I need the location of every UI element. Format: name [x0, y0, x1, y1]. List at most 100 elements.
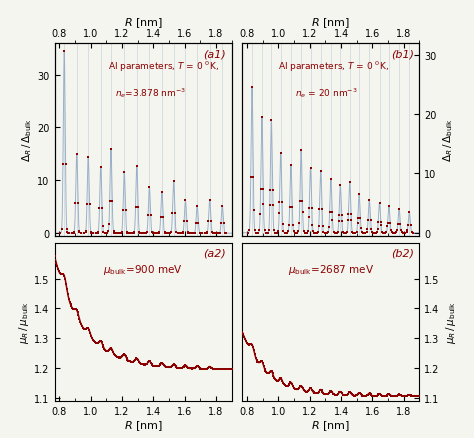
Point	[117, 230, 125, 237]
Point	[410, 230, 417, 237]
Point	[106, 198, 113, 205]
Point	[121, 351, 128, 358]
Point	[291, 230, 299, 237]
Point	[211, 230, 219, 237]
Point	[84, 154, 92, 161]
Point	[403, 227, 411, 234]
Point	[163, 230, 171, 237]
Point	[283, 382, 291, 389]
Point	[143, 360, 151, 367]
Point	[347, 217, 355, 224]
Point	[94, 230, 101, 237]
Point	[323, 230, 331, 237]
Point	[411, 393, 419, 400]
Point	[391, 230, 399, 237]
Point	[307, 385, 315, 392]
Point	[245, 341, 252, 348]
Point	[244, 230, 252, 237]
Point	[96, 205, 103, 212]
Point	[196, 365, 203, 372]
Point	[168, 362, 176, 369]
Point	[130, 229, 138, 236]
Point	[416, 393, 423, 400]
Point	[343, 229, 351, 236]
Point	[350, 230, 357, 237]
Point	[408, 230, 416, 237]
Point	[319, 229, 327, 236]
Point	[85, 327, 93, 334]
Point	[119, 207, 127, 214]
Point	[117, 230, 124, 237]
Point	[186, 230, 194, 237]
Point	[281, 382, 289, 389]
Point	[164, 364, 172, 371]
Point	[99, 223, 107, 230]
Point	[120, 170, 128, 177]
Point	[303, 230, 310, 237]
Point	[390, 393, 397, 400]
Point	[155, 363, 163, 370]
Point	[193, 203, 201, 210]
Point	[97, 338, 105, 345]
Point	[65, 295, 73, 302]
Point	[193, 363, 201, 370]
Point	[175, 230, 182, 237]
Point	[77, 230, 84, 237]
Point	[328, 388, 335, 395]
Point	[83, 325, 91, 332]
Point	[369, 230, 377, 237]
Point	[187, 365, 194, 372]
Point	[166, 364, 174, 371]
Point	[328, 389, 336, 396]
Point	[162, 230, 170, 237]
Point	[306, 385, 314, 392]
Point	[133, 162, 141, 170]
Point	[385, 391, 393, 398]
Point	[281, 230, 289, 237]
Point	[212, 366, 219, 373]
Point	[337, 389, 345, 396]
Point	[179, 230, 186, 237]
Point	[269, 187, 276, 194]
Point	[113, 230, 120, 237]
Point	[321, 230, 328, 237]
Point	[101, 230, 109, 237]
Point	[87, 229, 95, 236]
Point	[248, 341, 256, 348]
Point	[398, 230, 406, 237]
Point	[94, 229, 102, 236]
Point	[406, 391, 413, 398]
Point	[195, 220, 202, 227]
Point	[266, 368, 273, 375]
Point	[275, 199, 283, 206]
Point	[304, 229, 312, 236]
Point	[217, 366, 225, 373]
Point	[394, 221, 401, 228]
Point	[354, 392, 361, 399]
Point	[355, 389, 363, 396]
Text: (b2): (b2)	[391, 248, 414, 258]
Point	[136, 360, 144, 367]
Point	[323, 230, 331, 237]
Point	[104, 347, 112, 354]
Point	[177, 365, 185, 372]
Point	[271, 374, 278, 381]
Point	[319, 390, 327, 397]
Point	[77, 321, 85, 328]
Point	[349, 392, 356, 399]
Point	[248, 85, 256, 92]
Point	[209, 365, 217, 372]
Text: $n_e$=3.878 nm$^{-3}$: $n_e$=3.878 nm$^{-3}$	[115, 86, 186, 100]
Y-axis label: $\mu_R\,/\,\mu_\mathrm{bulk}$: $\mu_R\,/\,\mu_\mathrm{bulk}$	[18, 300, 31, 343]
Point	[142, 230, 149, 237]
Point	[293, 230, 301, 237]
Point	[359, 230, 367, 237]
Point	[282, 382, 290, 389]
Point	[400, 393, 407, 400]
Point	[59, 271, 66, 278]
Point	[161, 230, 168, 237]
Point	[252, 230, 260, 237]
Point	[61, 272, 68, 279]
Point	[154, 230, 162, 237]
Point	[260, 363, 267, 370]
